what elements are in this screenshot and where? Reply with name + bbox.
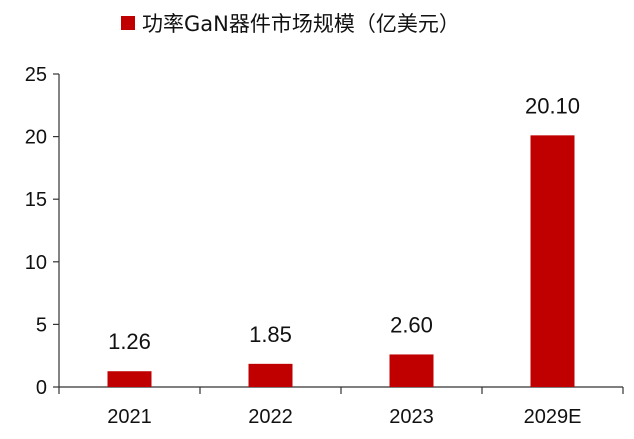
data-labels: 1.26 1.85 2.60 20.10 <box>108 93 580 354</box>
legend: 功率GaN器件市场规模（亿美元） <box>121 12 460 36</box>
x-tick-label: 2029E <box>524 406 582 428</box>
x-axis: 2021 2022 2023 2029E <box>58 386 624 428</box>
data-label-2029E: 20.10 <box>525 93 580 118</box>
data-label-2022: 1.85 <box>249 322 292 347</box>
y-tick-label: 15 <box>25 189 47 211</box>
data-label-2021: 1.26 <box>108 329 151 354</box>
x-tick-label: 2021 <box>107 406 152 428</box>
x-tick-label: 2023 <box>389 406 434 428</box>
legend-label: 功率GaN器件市场规模（亿美元） <box>142 12 460 36</box>
y-axis: 0 5 10 15 20 25 <box>25 64 60 399</box>
y-tick-label: 20 <box>25 127 47 149</box>
bar-2022 <box>248 363 293 387</box>
bar-2021 <box>107 371 152 387</box>
bar-2023 <box>389 354 434 387</box>
bars <box>107 135 575 387</box>
legend-swatch <box>121 16 135 30</box>
y-tick-label: 10 <box>25 252 47 274</box>
y-tick-label: 0 <box>36 377 47 399</box>
x-tick-label: 2022 <box>248 406 293 428</box>
bar-2029E <box>530 135 575 387</box>
y-tick-label: 5 <box>36 314 47 336</box>
y-tick-label: 25 <box>25 64 47 86</box>
data-label-2023: 2.60 <box>390 312 433 337</box>
